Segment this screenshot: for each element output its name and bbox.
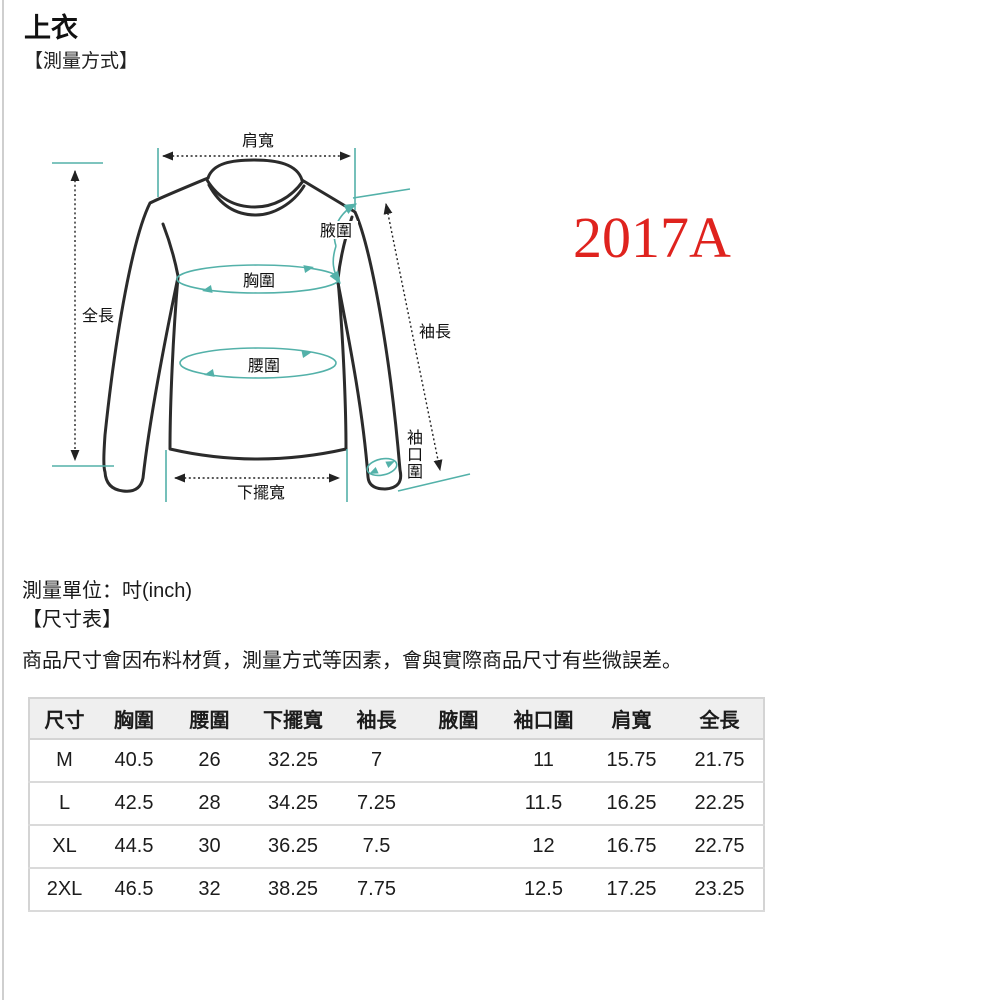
measurement-cell: 11.5: [500, 782, 587, 826]
cuff-girth-label-char2: 口: [407, 447, 423, 464]
measurement-cell: 12: [500, 825, 587, 869]
measurement-cell: 16.75: [587, 825, 676, 869]
waist-girth-ellipse: [179, 347, 337, 379]
measurement-cell: 28: [169, 782, 250, 826]
measurement-cell: 11: [500, 739, 587, 783]
measurement-cell: 26: [169, 739, 250, 783]
measurement-cell: 44.5: [99, 825, 169, 869]
measurement-cell: 7.75: [336, 868, 417, 912]
measurement-cell: [417, 782, 500, 826]
cuff-girth-ellipse: [366, 457, 398, 477]
measurement-cell: 32.25: [250, 739, 336, 783]
section-heading-size-chart: 【尺寸表】: [22, 609, 122, 631]
measurement-cell: 15.75: [587, 739, 676, 783]
waist-girth-label: 腰圍: [248, 357, 280, 375]
chest-girth-label: 胸圍: [243, 272, 275, 290]
table-row: XL 44.5 30 36.25 7.5 12 16.75 22.75: [29, 825, 764, 869]
measurement-cell: 16.25: [587, 782, 676, 826]
size-label-cell: XL: [29, 825, 99, 869]
column-header: 肩寬: [587, 698, 676, 740]
measurement-cell: 7.25: [336, 782, 417, 826]
cuff-girth-label-char1: 袖: [407, 429, 423, 447]
measurement-cell: 12.5: [500, 868, 587, 912]
cuff-girth-label-char3: 圍: [407, 464, 423, 481]
measurement-cell: 22.75: [676, 825, 764, 869]
total-length-label: 全長: [82, 307, 114, 325]
table-row: M 40.5 26 32.25 7 11 15.75 21.75: [29, 739, 764, 783]
sleeve-length-line: [383, 202, 443, 472]
column-header: 腰圍: [169, 698, 250, 740]
measurement-cell: 38.25: [250, 868, 336, 912]
measurement-cell: 30: [169, 825, 250, 869]
table-row: L 42.5 28 34.25 7.25 11.5 16.25 22.25: [29, 782, 764, 826]
column-header: 袖口圍: [500, 698, 587, 740]
measurement-cell: [417, 868, 500, 912]
armpit-girth-label: 腋圍: [320, 222, 352, 240]
measurement-diagram: 肩寬 全長 胸圍 腋圍 袖長 腰圍 袖 口 圍 下擺寬: [52, 130, 471, 502]
product-code: 2017A: [573, 205, 731, 270]
measurement-cell: 46.5: [99, 868, 169, 912]
column-header: 袖長: [336, 698, 417, 740]
sleeve-length-label: 袖長: [419, 323, 451, 341]
measurement-cell: 40.5: [99, 739, 169, 783]
shoulder-width-label: 肩寬: [242, 132, 274, 150]
diagram-labels: 肩寬 全長 胸圍 腋圍 袖長 腰圍 袖 口 圍 下擺寬: [82, 130, 455, 502]
table-header-row: 尺寸 胸圍 腰圍 下擺寬 袖長 腋圍 袖口圍 肩寬 全長: [29, 698, 764, 740]
size-label-cell: M: [29, 739, 99, 783]
measurement-cell: 7: [336, 739, 417, 783]
measurement-cell: 23.25: [676, 868, 764, 912]
measurement-cell: 17.25: [587, 868, 676, 912]
measurement-unit-text: 測量單位：吋(inch): [22, 580, 193, 602]
page-title: 上衣: [24, 13, 78, 43]
column-header: 下擺寬: [250, 698, 336, 740]
measurement-cell: 34.25: [250, 782, 336, 826]
column-header: 全長: [676, 698, 764, 740]
size-table: 尺寸 胸圍 腰圍 下擺寬 袖長 腋圍 袖口圍 肩寬 全長 M 40.5 26 32.25 7 11 15.7…: [28, 697, 765, 912]
hem-width-label: 下擺寬: [237, 484, 285, 502]
page-left-border: [2, 0, 4, 1000]
table-row: 2XL 46.5 32 38.25 7.75 12.5 17.25 23.25: [29, 868, 764, 912]
size-label-cell: 2XL: [29, 868, 99, 912]
dimension-lines: [70, 151, 443, 483]
size-disclaimer-text: 商品尺寸會因布料材質，測量方式等因素，會與實際商品尺寸有些微誤差。: [22, 650, 682, 672]
measurement-cell: [417, 739, 500, 783]
column-header: 腋圍: [417, 698, 500, 740]
section-heading-measure-method: 【測量方式】: [24, 51, 139, 72]
shirt-outline-drawing: [102, 158, 403, 493]
size-label-cell: L: [29, 782, 99, 826]
measurement-cell: 22.25: [676, 782, 764, 826]
column-header: 胸圍: [99, 698, 169, 740]
measurement-cell: [417, 825, 500, 869]
measurement-cell: 36.25: [250, 825, 336, 869]
measurement-cell: 7.5: [336, 825, 417, 869]
measurement-cell: 32: [169, 868, 250, 912]
column-header: 尺寸: [29, 698, 99, 740]
measurement-cell: 42.5: [99, 782, 169, 826]
measurement-cell: 21.75: [676, 739, 764, 783]
